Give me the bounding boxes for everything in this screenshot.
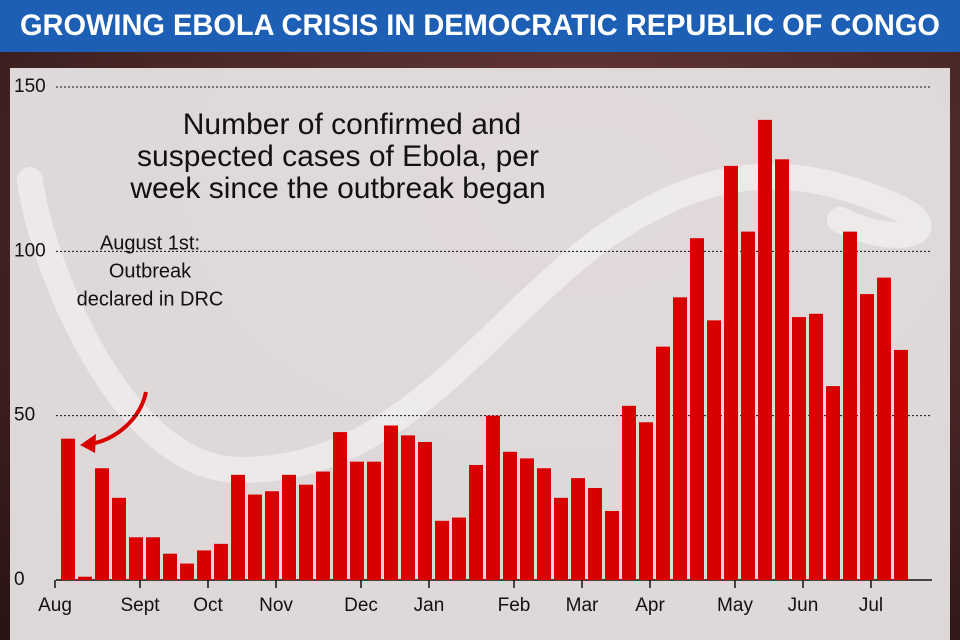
bar [146, 537, 160, 580]
x-tick-label: Dec [344, 595, 378, 616]
bar [316, 471, 330, 580]
bar [265, 491, 279, 580]
x-tick-label: Oct [193, 595, 223, 616]
x-tick-label: Aug [38, 595, 72, 616]
bar [537, 468, 551, 580]
bar [707, 320, 721, 580]
bar [282, 474, 296, 580]
bar [656, 346, 670, 580]
bar [571, 478, 585, 580]
bar [367, 461, 381, 580]
y-tick-label: 50 [14, 405, 35, 426]
bar [78, 576, 92, 580]
annotation: declared in DRC [77, 288, 224, 310]
bar [248, 494, 262, 580]
bar [112, 497, 126, 580]
bar [826, 386, 840, 580]
bar [758, 119, 772, 580]
x-tick-label: Nov [259, 595, 293, 616]
bar [197, 550, 211, 580]
x-tick-label: Mar [566, 595, 599, 616]
virus-illustration [17, 163, 932, 484]
bar [741, 231, 755, 580]
y-tick-label: 150 [14, 76, 46, 97]
bar [809, 313, 823, 580]
subtitle: Number of confirmed and [183, 108, 522, 141]
x-tick-label: Jan [414, 595, 445, 616]
annotation-arrowhead [80, 434, 96, 453]
bar [588, 487, 602, 580]
bar [452, 517, 466, 580]
header-bar [0, 0, 960, 52]
bar [61, 438, 75, 580]
x-tick-label: Jun [788, 595, 819, 616]
bar [605, 510, 619, 580]
bar [95, 468, 109, 580]
subtitle: suspected cases of Ebola, per [137, 140, 539, 173]
x-tick-label: Apr [635, 595, 665, 616]
bar [129, 537, 143, 580]
bar [486, 415, 500, 580]
y-tick-label: 100 [14, 240, 46, 261]
bar [639, 422, 653, 580]
bar [554, 497, 568, 580]
x-tick-label: Sept [120, 595, 160, 616]
bar [877, 277, 891, 580]
bar [469, 464, 483, 580]
bar [435, 520, 449, 580]
bar [384, 425, 398, 580]
bar [350, 461, 364, 580]
annotation: Outbreak [109, 260, 192, 282]
bar [299, 484, 313, 580]
bar [792, 317, 806, 580]
bar [860, 294, 874, 580]
bar [894, 349, 908, 580]
bar [503, 451, 517, 580]
bar [843, 231, 857, 580]
bar [673, 297, 687, 580]
bar [520, 458, 534, 580]
chart-title: GROWING EBOLA CRISIS IN DEMOCRATIC REPUB… [20, 9, 940, 42]
bar [180, 563, 194, 580]
bar [401, 435, 415, 580]
bar [418, 441, 432, 580]
bar [724, 165, 738, 580]
y-tick-label: 0 [14, 569, 25, 590]
annotation-arrow [89, 391, 148, 446]
bar [775, 159, 789, 580]
bar [690, 238, 704, 581]
bar [622, 405, 636, 580]
bar [231, 474, 245, 580]
x-tick-label: May [717, 595, 753, 616]
bar [163, 553, 177, 580]
bar [333, 432, 347, 580]
annotation: August 1st: [100, 232, 200, 254]
x-tick-label: Feb [498, 595, 531, 616]
bar [214, 543, 228, 580]
x-tick-label: Jul [859, 595, 883, 616]
subtitle: week since the outbreak began [129, 172, 545, 205]
